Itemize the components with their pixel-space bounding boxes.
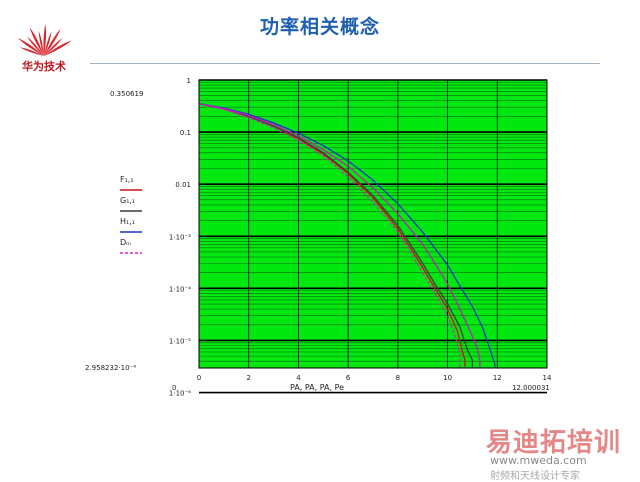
x-corner-left-label: 0: [172, 384, 176, 392]
logo-petals: [17, 24, 72, 56]
logo-petal: [29, 27, 44, 56]
y-tick-label: 1·10⁻³: [169, 233, 191, 241]
logo-petal: [44, 40, 72, 56]
x-tick-label: 12: [493, 374, 502, 382]
x-tick-label: 2: [246, 374, 250, 382]
logo-petal: [44, 28, 61, 56]
y-tick-label: 0.01: [175, 181, 191, 189]
page-title: 功率相关概念: [259, 16, 380, 38]
x-corner-right-label: 12.000031: [512, 384, 550, 392]
watermark-url: www.mweda.com: [490, 454, 587, 467]
x-tick-label: 8: [396, 374, 400, 382]
logo-petal: [19, 47, 44, 56]
y-tick-label: 0.1: [180, 129, 191, 137]
plot-area: [199, 80, 547, 368]
x-tick-label: 10: [443, 374, 452, 382]
series-line: [198, 103, 481, 367]
axis-ticks: 0 2 4 6 8 10 12 14 1 0.1 0.01 1·10⁻³ 1·10⁻⁴ 1·10⁻⁵ 1·1…: [169, 77, 552, 398]
watermark-brand: 易迪拓培训: [486, 428, 622, 458]
series-line: [198, 103, 474, 367]
y-corner-bottom-label: 2.958232·10⁻⁶: [85, 364, 136, 372]
y-tick-label: 1: [187, 77, 191, 85]
header-divider: [90, 63, 600, 64]
logo-petal: [26, 36, 44, 56]
x-tick-label: 4: [296, 374, 301, 382]
x-axis-label: PA, PA, PA, Pe: [290, 383, 344, 392]
logo-petal: [44, 37, 63, 56]
x-tick-label: 0: [197, 374, 201, 382]
logo-petal: [17, 37, 44, 56]
legend: F₁,₁ G₁,₁ H₁,₁ Dₘ: [120, 175, 142, 254]
series-line: [198, 103, 496, 367]
legend-label: F₁,₁: [120, 175, 134, 184]
legend-label: Dₘ: [120, 238, 131, 247]
x-tick-label: 14: [543, 374, 552, 382]
y-tick-label: 1·10⁻⁶: [169, 390, 191, 398]
company-name: 华为技术: [22, 60, 66, 73]
logo-petal: [44, 31, 52, 56]
series-line: [198, 103, 461, 367]
company-logo: [14, 8, 74, 74]
legend-label: G₁,₁: [120, 196, 135, 205]
legend-label: H₁,₁: [120, 217, 135, 226]
x-tick-label: 6: [346, 374, 351, 382]
y-corner-top-label: 0.350619: [110, 90, 143, 98]
plot-frame: [198, 79, 548, 369]
y-tick-label: 1·10⁻⁵: [169, 337, 191, 345]
watermark-subtitle: 射频和天线设计专家: [490, 471, 580, 482]
logo-petal: [38, 30, 44, 56]
logo-petal: [43, 24, 47, 56]
y-tick-label: 1·10⁻⁴: [169, 285, 191, 293]
series-layer: [198, 103, 496, 367]
